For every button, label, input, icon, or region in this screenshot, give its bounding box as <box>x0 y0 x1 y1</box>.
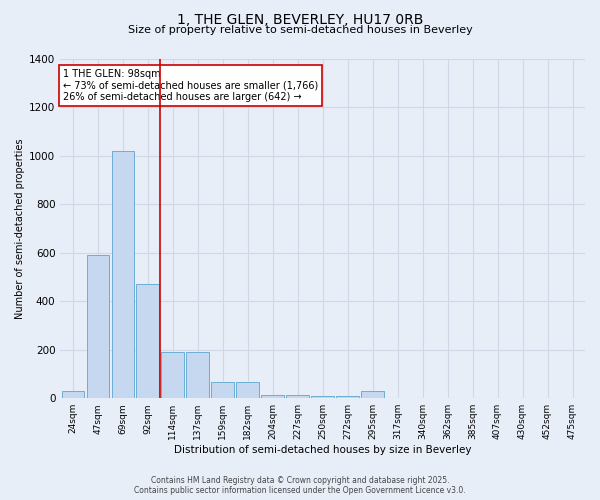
Bar <box>136 284 159 398</box>
Bar <box>211 382 234 398</box>
Bar <box>262 396 284 398</box>
X-axis label: Distribution of semi-detached houses by size in Beverley: Distribution of semi-detached houses by … <box>174 445 472 455</box>
Text: 1, THE GLEN, BEVERLEY, HU17 0RB: 1, THE GLEN, BEVERLEY, HU17 0RB <box>177 12 423 26</box>
Text: Size of property relative to semi-detached houses in Beverley: Size of property relative to semi-detach… <box>128 25 472 35</box>
Bar <box>236 382 259 398</box>
Bar <box>62 392 84 398</box>
Text: 1 THE GLEN: 98sqm
← 73% of semi-detached houses are smaller (1,766)
26% of semi-: 1 THE GLEN: 98sqm ← 73% of semi-detached… <box>63 69 318 102</box>
Bar <box>112 151 134 398</box>
Y-axis label: Number of semi-detached properties: Number of semi-detached properties <box>15 138 25 319</box>
Bar <box>187 352 209 398</box>
Bar <box>286 396 309 398</box>
Bar <box>86 256 109 398</box>
Bar <box>361 391 384 398</box>
Bar <box>337 396 359 398</box>
Text: Contains HM Land Registry data © Crown copyright and database right 2025.
Contai: Contains HM Land Registry data © Crown c… <box>134 476 466 495</box>
Bar <box>311 396 334 398</box>
Bar <box>161 352 184 398</box>
